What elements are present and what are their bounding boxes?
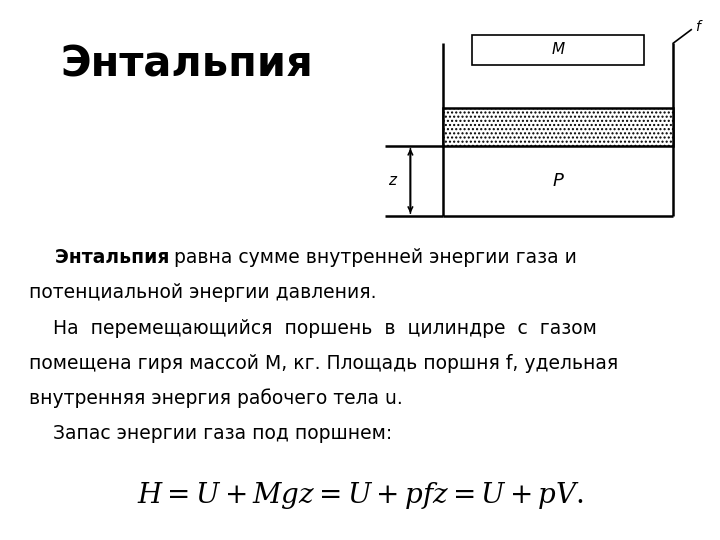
Text: Энтальпия: Энтальпия	[60, 44, 314, 86]
Text: внутренняя энергия рабочего тела u.: внутренняя энергия рабочего тела u.	[29, 389, 402, 408]
Text: потенциальной энергии давления.: потенциальной энергии давления.	[29, 284, 377, 302]
Text: помещена гиря массой М, кг. Площадь поршня f, удельная: помещена гиря массой М, кг. Площадь порш…	[29, 354, 618, 373]
Text: M: M	[552, 43, 564, 57]
Text: равна сумме внутренней энергии газа и: равна сумме внутренней энергии газа и	[168, 248, 577, 267]
Text: Энтальпия: Энтальпия	[29, 248, 169, 267]
Text: $H = U + Mgz = U + pfz = U + pV.$: $H = U + Mgz = U + pfz = U + pV.$	[137, 480, 583, 511]
Bar	[443, 108, 673, 146]
Text: Запас энергии газа под поршнем:: Запас энергии газа под поршнем:	[29, 424, 392, 443]
Text: P: P	[552, 172, 564, 190]
Bar	[472, 35, 644, 65]
Text: На  перемещающийся  поршень  в  цилиндре  с  газом: На перемещающийся поршень в цилиндре с г…	[29, 319, 597, 338]
Text: z: z	[388, 173, 397, 188]
Text: f: f	[695, 20, 700, 34]
